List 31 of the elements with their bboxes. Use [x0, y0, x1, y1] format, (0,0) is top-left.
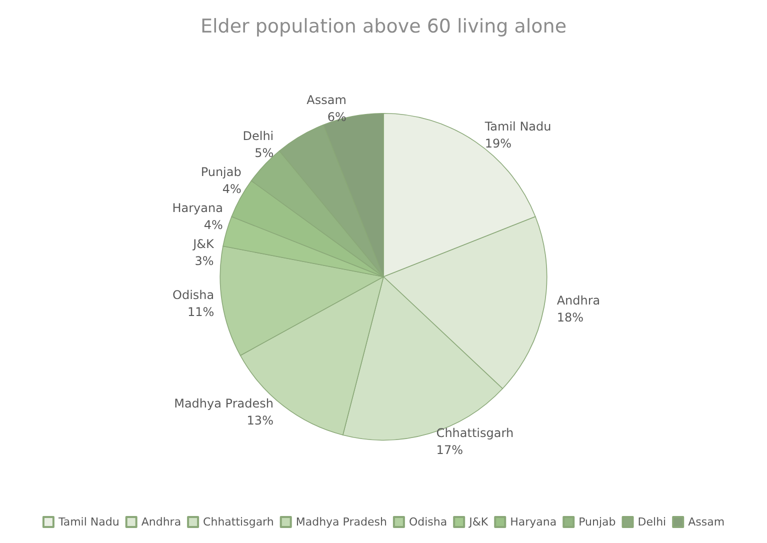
- slice-label: Tamil Nadu: [484, 120, 552, 134]
- legend-label: Andhra: [141, 516, 182, 528]
- legend-label: Odisha: [408, 516, 448, 528]
- data-label: 18%: [556, 310, 584, 324]
- slice-label: Chhattisgarh: [436, 426, 514, 440]
- slice-label: Haryana: [172, 200, 223, 215]
- data-label: 4%: [222, 182, 242, 196]
- slice-label: Punjab: [200, 164, 242, 179]
- legend-label: Delhi: [638, 516, 666, 528]
- data-label: 5%: [254, 146, 274, 160]
- legend-label: Chhattisgarh: [203, 516, 274, 528]
- data-label: 6%: [327, 110, 346, 124]
- data-label: 17%: [436, 442, 463, 457]
- data-label: 19%: [484, 136, 512, 151]
- data-label: 4%: [204, 218, 223, 232]
- slice-label: Andhra: [556, 293, 600, 308]
- slice-label: Madhya Pradesh: [174, 396, 274, 411]
- slice-label: Delhi: [242, 128, 274, 143]
- legend-label: Madhya Pradesh: [296, 516, 387, 528]
- legend-label: Punjab: [578, 516, 616, 528]
- slice-label: J&K: [192, 236, 215, 251]
- legend-label: Haryana: [510, 516, 557, 528]
- data-label: 3%: [194, 254, 214, 268]
- chart-title: Elder population above 60 living alone: [200, 16, 567, 38]
- data-label: 11%: [187, 305, 214, 320]
- slice-label: Odisha: [172, 288, 214, 302]
- legend-label: Assam: [688, 516, 725, 528]
- slice-label: Assam: [306, 92, 346, 107]
- legend-label: Tamil Nadu: [57, 516, 120, 528]
- legend-label: J&K: [468, 516, 489, 528]
- data-label: 13%: [246, 414, 274, 428]
